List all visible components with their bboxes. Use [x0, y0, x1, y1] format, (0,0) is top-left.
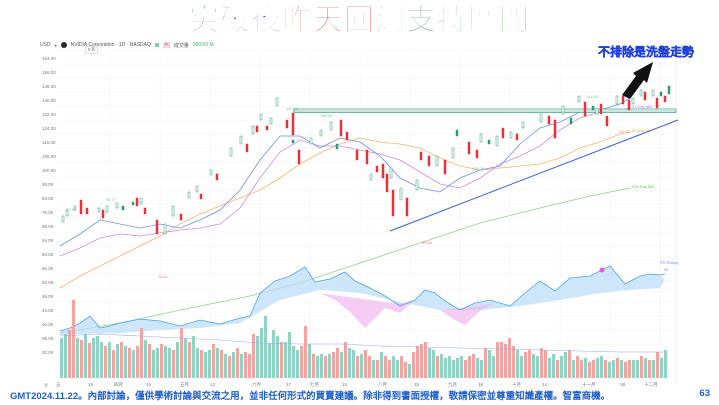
rs-line-fill	[60, 266, 665, 335]
chart-canvas: 164.00 156.00 148.00 140.00 132.00 124.00 11…	[42, 49, 679, 388]
grid-lines	[58, 49, 677, 383]
rs-new-high-dot	[599, 267, 605, 273]
symbol-title: NVIDIA Corporation · 1D · NASDAQ	[70, 42, 151, 48]
label-high-144: 144.42	[586, 94, 599, 99]
ma-50-line	[59, 131, 631, 289]
svg-text:108.00: 108.00	[42, 154, 56, 159]
label-low-75: 75.61	[158, 274, 169, 279]
title-part-breakout: 突破後	[189, 3, 282, 38]
price-labels: 97.40 98.77 75.61 140.76 136.15 90.69 13…	[66, 94, 631, 279]
svg-text:18: 18	[88, 382, 94, 387]
volume-bars	[60, 300, 667, 378]
svg-text:五月: 五月	[180, 382, 189, 388]
footer: GMT2024.11.22。內部討論，僅供學術討論與交流之用，並非任何形式的買賣…	[10, 388, 710, 402]
svg-text:124.00: 124.00	[42, 126, 56, 131]
footer-disclaimer: GMT2024.11.22。內部討論，僅供學術討論與交流之用，並非任何形式的買賣…	[10, 391, 611, 402]
svg-text:64.00: 64.00	[42, 238, 54, 243]
label-high-140: 140.76	[286, 106, 299, 111]
svg-text:92.00: 92.00	[42, 182, 54, 187]
rs-rating-value: 95	[664, 267, 669, 272]
svg-text:四月: 四月	[114, 382, 123, 388]
label-high-131: 131.26	[472, 166, 485, 171]
svg-text:八月: 八月	[378, 382, 387, 388]
svg-text:◎: ◎	[44, 382, 49, 387]
svg-text:68.00: 68.00	[42, 224, 54, 229]
svg-text:60.00: 60.00	[42, 252, 54, 257]
ma-21-label: 21 Day MA	[632, 104, 652, 109]
ma-21-line	[59, 107, 631, 257]
svg-text:七月: 七月	[310, 381, 319, 388]
shakeout-annotation: 不排除是洗盤走勢	[598, 45, 695, 59]
svg-text:九月: 九月	[448, 381, 457, 388]
svg-text:五: 五	[56, 382, 61, 387]
candlesticks	[61, 85, 671, 235]
x-axis: ◎ 五 18 四月 15 五月 13 六月 17 七月 15 八月 19 九月 …	[44, 381, 658, 388]
slide-title: 突破後昨天回測支持區間	[0, 3, 719, 38]
svg-text:84.00: 84.00	[42, 196, 54, 201]
svg-text:15: 15	[146, 382, 152, 387]
svg-text:164.00: 164.00	[42, 56, 56, 61]
rs-line-weak-fill	[320, 293, 495, 328]
svg-text:48.00: 48.00	[42, 294, 54, 299]
currency-selector[interactable]: USD	[40, 42, 51, 48]
svg-text:19: 19	[414, 382, 420, 387]
volume-value: 300.00 M	[192, 42, 214, 48]
svg-text:56.00: 56.00	[42, 266, 54, 271]
title-part-retest: 昨天回測	[282, 3, 406, 38]
svg-text:132.00: 132.00	[42, 112, 56, 117]
svg-text:140.00: 140.00	[42, 98, 56, 103]
market-status-icon	[154, 43, 159, 47]
label-high-98: 98.77	[106, 197, 117, 202]
y-axis: 164.00 156.00 148.00 140.00 132.00 124.00 11…	[42, 56, 56, 355]
rs-line	[59, 265, 666, 332]
ma-200-label: 200 Day MA	[632, 184, 654, 189]
svg-text:100.00: 100.00	[42, 168, 56, 173]
svg-text:16: 16	[478, 382, 484, 387]
label-low-132: 132.11	[618, 129, 631, 134]
svg-text:17: 17	[286, 382, 292, 387]
svg-text:148.00: 148.00	[42, 84, 56, 89]
indicators-collapse-button[interactable]: v 8	[85, 46, 98, 54]
svg-text:36.00: 36.00	[42, 336, 54, 341]
ma-200-line	[59, 187, 631, 334]
svg-text:76.00: 76.00	[42, 210, 54, 215]
label-high-97: 97.40	[66, 207, 77, 212]
nvidia-logo-icon	[60, 42, 67, 48]
chart-header: USD ▾ NVIDIA Corporation · 1D · NASDAQ =…	[40, 38, 214, 52]
svg-text:13: 13	[210, 382, 216, 387]
uptrend-line	[389, 119, 679, 232]
arrow-pointing-down-left-icon	[622, 62, 653, 99]
svg-text:14: 14	[542, 382, 548, 387]
page-number: 63	[699, 388, 710, 399]
indicator-badge[interactable]: =	[162, 42, 170, 48]
svg-text:十一月: 十一月	[582, 381, 596, 388]
svg-text:十二月: 十二月	[644, 381, 658, 388]
volume-label: 成交量	[173, 42, 189, 49]
svg-text:六月: 六月	[252, 381, 261, 388]
svg-text:44.00: 44.00	[42, 308, 54, 313]
chevron-down-icon[interactable]: ▾	[54, 42, 57, 48]
svg-text:18: 18	[620, 382, 626, 387]
volume-ma-line	[59, 333, 665, 353]
svg-text:15: 15	[342, 382, 348, 387]
rs-rating-label: RS Rating	[660, 260, 678, 265]
label-high-136: 136.15	[320, 113, 333, 118]
svg-text:32.00: 32.00	[42, 350, 54, 355]
ma-50-label: 50 Day MA	[632, 128, 652, 133]
label-low-90: 90.69	[422, 240, 433, 245]
title-part-support: 支持區間	[406, 3, 530, 38]
svg-text:156.00: 156.00	[42, 70, 56, 75]
svg-text:40.00: 40.00	[42, 322, 54, 327]
stock-chart: 164.00 156.00 148.00 140.00 132.00 124.00 11…	[40, 38, 680, 388]
svg-text:十月: 十月	[512, 381, 521, 388]
svg-text:52.00: 52.00	[42, 280, 54, 285]
svg-text:116.00: 116.00	[42, 140, 56, 145]
